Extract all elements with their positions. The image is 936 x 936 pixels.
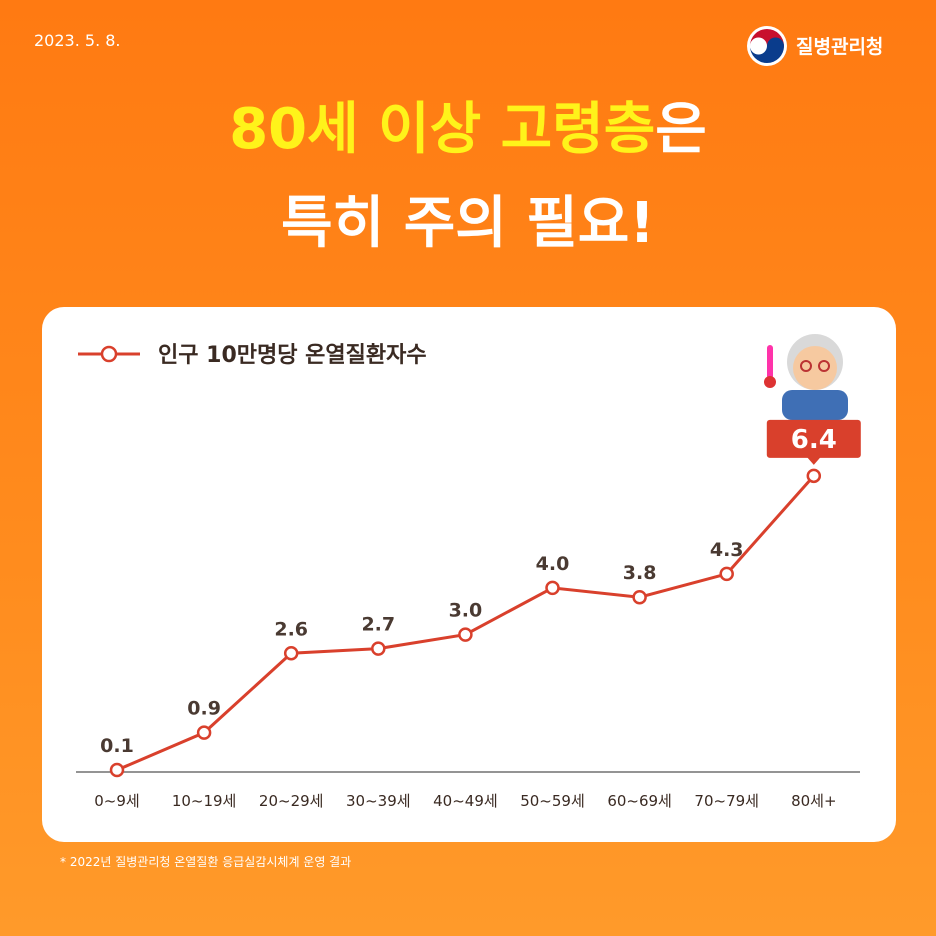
title-line2: 특히 주의 필요! (281, 191, 655, 256)
value-label: 4.0 (536, 553, 570, 575)
footnote: * 2022년 질병관리청 온열질환 응급실감시체계 운영 결과 (60, 855, 351, 869)
x-tick-label: 60~69세 (607, 792, 672, 810)
x-tick-label: 40~49세 (433, 792, 498, 810)
point (458, 627, 473, 642)
point (632, 589, 647, 605)
agency: 질병관리청 (796, 36, 883, 58)
x-tick-label: 80세+ (791, 792, 836, 810)
x-tick-label: 0~9세 (94, 792, 139, 810)
x-tick-label: 30~39세 (346, 792, 411, 810)
value-label: 3.0 (449, 600, 483, 622)
point (371, 641, 386, 656)
value-label: 0.9 (187, 698, 221, 720)
point (109, 762, 125, 778)
logo-blue (750, 37, 784, 63)
point (806, 468, 822, 484)
point (283, 646, 299, 661)
x-tick-label: 70~79세 (694, 792, 759, 810)
point (719, 566, 734, 582)
value-label: 2.6 (274, 618, 308, 640)
title-rest: 은 (655, 97, 707, 162)
value-label: 6.4 (791, 425, 837, 455)
senior-icon (764, 334, 848, 420)
card (42, 307, 896, 842)
title-line1: 80세 이상 고령층은 (229, 97, 707, 162)
value-label: 0.1 (100, 735, 134, 757)
legend-marker (100, 345, 118, 363)
x-tick-label: 10~19세 (172, 792, 237, 810)
callout-box (766, 419, 861, 458)
date: 2023. 5. 8. (34, 31, 121, 50)
x-tick-label: 20~29세 (259, 792, 324, 810)
legend-label: 인구 10만명당 온열질환자수 (158, 343, 427, 368)
value-label: 2.7 (361, 614, 395, 636)
callout-tail (806, 456, 821, 465)
value-label: 4.3 (710, 539, 744, 561)
value-label: 3.8 (623, 562, 657, 584)
x-tick-label: 50~59세 (520, 792, 585, 810)
point (196, 725, 212, 740)
point (545, 580, 560, 596)
title-highlight: 80세 이상 고령층 (229, 97, 655, 162)
